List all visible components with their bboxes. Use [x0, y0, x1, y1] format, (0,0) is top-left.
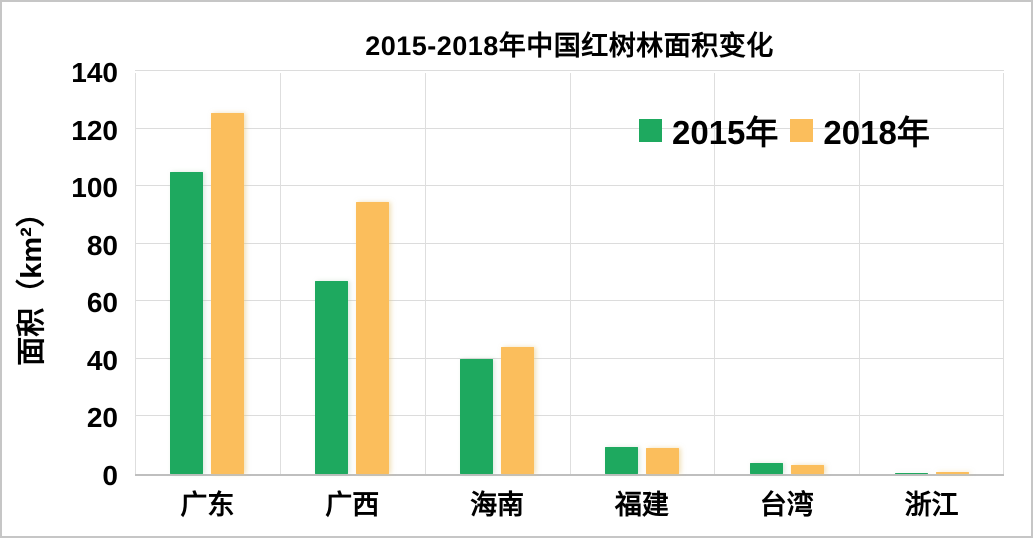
gridline-horizontal — [135, 70, 1004, 71]
bar — [460, 358, 494, 474]
x-axis-label: 台湾 — [759, 490, 814, 520]
gridline-vertical — [424, 73, 426, 474]
x-axis-label: 福建 — [614, 490, 669, 520]
bar-group — [280, 73, 425, 474]
y-tick-label: 20 — [86, 402, 118, 434]
bar — [935, 472, 969, 474]
gridline-vertical — [135, 73, 136, 474]
legend-swatch-2015 — [639, 118, 662, 142]
gridline-vertical — [1003, 73, 1004, 474]
y-tick-label: 100 — [71, 172, 118, 204]
bar — [894, 473, 928, 474]
legend-swatch-2018 — [790, 118, 814, 142]
gridline-vertical — [714, 73, 716, 474]
bar — [315, 281, 349, 474]
y-tick-label: 40 — [86, 344, 118, 376]
x-axis-label: 海南 — [470, 490, 525, 520]
y-tick-label: 0 — [102, 460, 118, 491]
legend-label-2015: 2015年 — [672, 114, 779, 151]
bar — [211, 112, 245, 474]
y-tick-label: 120 — [71, 114, 118, 146]
bar — [501, 347, 535, 474]
gridline-vertical — [279, 73, 281, 474]
gridline-vertical — [569, 73, 571, 474]
bar-group — [859, 73, 1004, 474]
y-tick-label: 140 — [71, 57, 118, 88]
y-tick-label: 60 — [86, 287, 118, 319]
x-axis-label: 广东 — [180, 490, 235, 520]
bar — [645, 448, 679, 474]
x-axis-label: 浙江 — [904, 490, 959, 520]
bar-group — [570, 73, 715, 474]
chart-title: 2015-2018年中国红树林面积变化 — [365, 31, 774, 61]
gridline-vertical — [859, 73, 861, 474]
bar-group — [714, 73, 859, 474]
legend-label-2018: 2018年 — [823, 114, 930, 151]
legend: 2015年 2018年 — [639, 106, 930, 154]
bar-group — [135, 73, 280, 474]
bar — [604, 446, 638, 474]
plot-area — [135, 70, 1004, 476]
bar — [356, 202, 390, 474]
x-axis-label: 广西 — [325, 490, 380, 520]
bar — [170, 171, 204, 474]
bar — [749, 463, 783, 474]
bar-group — [425, 73, 570, 474]
bar — [790, 465, 824, 474]
y-tick-label: 80 — [86, 229, 118, 261]
